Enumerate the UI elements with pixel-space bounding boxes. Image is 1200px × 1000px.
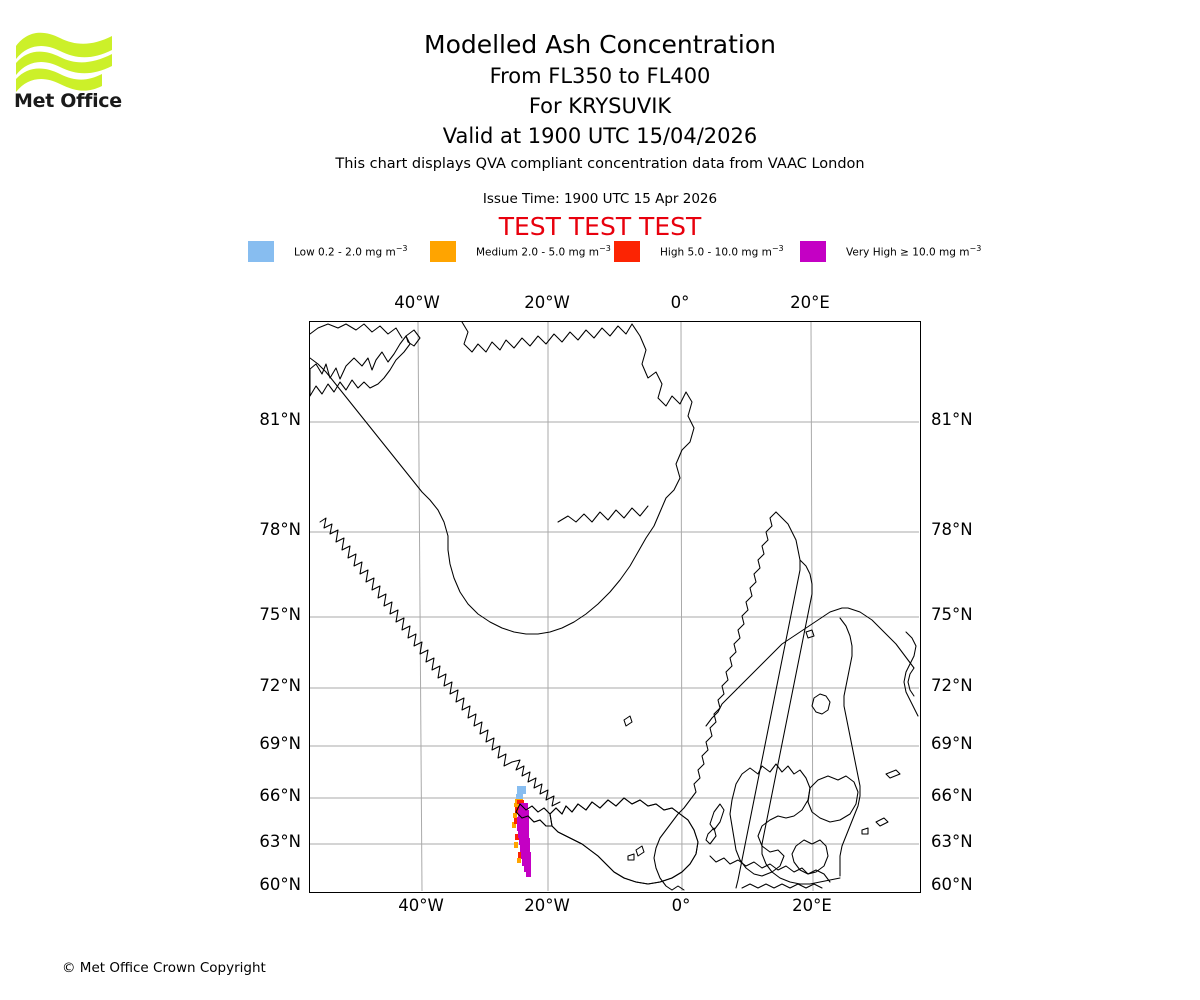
test-banner: TEST TEST TEST <box>0 212 1200 241</box>
ash-cell-medium <box>517 858 521 863</box>
ash-cell-very-high <box>519 838 530 845</box>
lon-tick-bottom-2: 0° <box>641 896 721 915</box>
legend-item-3: Very High ≥ 10.0 mg m−3 <box>800 240 981 262</box>
legend-swatch-3 <box>800 241 826 262</box>
lon-tick-bottom-0: 40°W <box>381 896 461 915</box>
title-line-2: From FL350 to FL400 <box>0 61 1200 91</box>
qva-subtitle: This chart displays QVA compliant concen… <box>0 156 1200 172</box>
lat-tick-left-7: 60°N <box>195 875 301 894</box>
iceland-coastline <box>550 798 698 884</box>
lon-tick-top-1: 20°W <box>507 293 587 312</box>
lat-tick-left-2: 75°N <box>195 605 301 624</box>
legend-label-3: Very High ≥ 10.0 mg m−3 <box>846 244 981 259</box>
lat-tick-right-1: 78°N <box>931 520 1037 539</box>
title-line-4: Valid at 1900 UTC 15/04/2026 <box>0 121 1200 151</box>
legend-label-0: Low 0.2 - 2.0 mg m−3 <box>294 244 407 259</box>
lat-tick-left-6: 63°N <box>195 832 301 851</box>
ash-cell-very-high <box>526 872 531 877</box>
legend-swatch-2 <box>614 241 640 262</box>
lon-tick-bottom-3: 20°E <box>772 896 852 915</box>
ash-cell-low <box>516 794 523 799</box>
copyright-notice: © Met Office Crown Copyright <box>62 960 266 976</box>
ash-cell-medium <box>513 813 517 818</box>
page-title: Modelled Ash Concentration From FL350 to… <box>0 28 1200 151</box>
lat-tick-left-5: 66°N <box>195 786 301 805</box>
title-line-1: Modelled Ash Concentration <box>0 28 1200 61</box>
ash-cell-very-high <box>524 866 531 872</box>
lat-tick-right-7: 60°N <box>931 875 1037 894</box>
legend-label-2: High 5.0 - 10.0 mg m−3 <box>660 244 784 259</box>
issue-time: Issue Time: 1900 UTC 15 Apr 2026 <box>0 191 1200 207</box>
lon-tick-top-3: 20°E <box>770 293 850 312</box>
lat-tick-right-3: 72°N <box>931 676 1037 695</box>
gridline-meridian-3 <box>811 322 813 891</box>
legend-swatch-0 <box>248 241 274 262</box>
lon-tick-top-2: 0° <box>640 293 720 312</box>
lat-tick-left-0: 81°N <box>195 410 301 429</box>
ash-cell-low <box>517 786 526 794</box>
ash-cell-very-high <box>517 824 529 831</box>
lat-tick-right-0: 81°N <box>931 410 1037 429</box>
ash-cell-medium <box>514 842 518 848</box>
lon-tick-bottom-1: 20°W <box>507 896 587 915</box>
ash-cell-very-high <box>518 831 529 838</box>
concentration-legend: Low 0.2 - 2.0 mg m−3 Medium 2.0 - 5.0 mg … <box>248 240 988 262</box>
lon-tick-top-0: 40°W <box>377 293 457 312</box>
gridline-meridian-0 <box>418 322 422 891</box>
legend-label-1: Medium 2.0 - 5.0 mg m−3 <box>476 244 611 259</box>
iceland-outline-overlay <box>516 798 698 884</box>
lat-tick-right-2: 75°N <box>931 605 1037 624</box>
ash-cell-very-high <box>522 859 531 866</box>
legend-item-2: High 5.0 - 10.0 mg m−3 <box>614 240 784 262</box>
ash-cell-very-high <box>521 852 531 859</box>
ash-cell-very-high <box>520 845 530 852</box>
lat-tick-left-4: 69°N <box>195 734 301 753</box>
gridline-meridian-2 <box>681 322 682 891</box>
lat-tick-right-5: 66°N <box>931 786 1037 805</box>
lat-tick-left-3: 72°N <box>195 676 301 695</box>
legend-item-1: Medium 2.0 - 5.0 mg m−3 <box>430 240 611 262</box>
legend-item-0: Low 0.2 - 2.0 mg m−3 <box>248 240 407 262</box>
title-line-3: For KRYSUVIK <box>0 91 1200 121</box>
lat-tick-right-4: 69°N <box>931 734 1037 753</box>
ash-concentration-map[interactable] <box>309 321 921 893</box>
lat-tick-left-1: 78°N <box>195 520 301 539</box>
legend-swatch-1 <box>430 241 456 262</box>
lat-tick-right-6: 63°N <box>931 832 1037 851</box>
